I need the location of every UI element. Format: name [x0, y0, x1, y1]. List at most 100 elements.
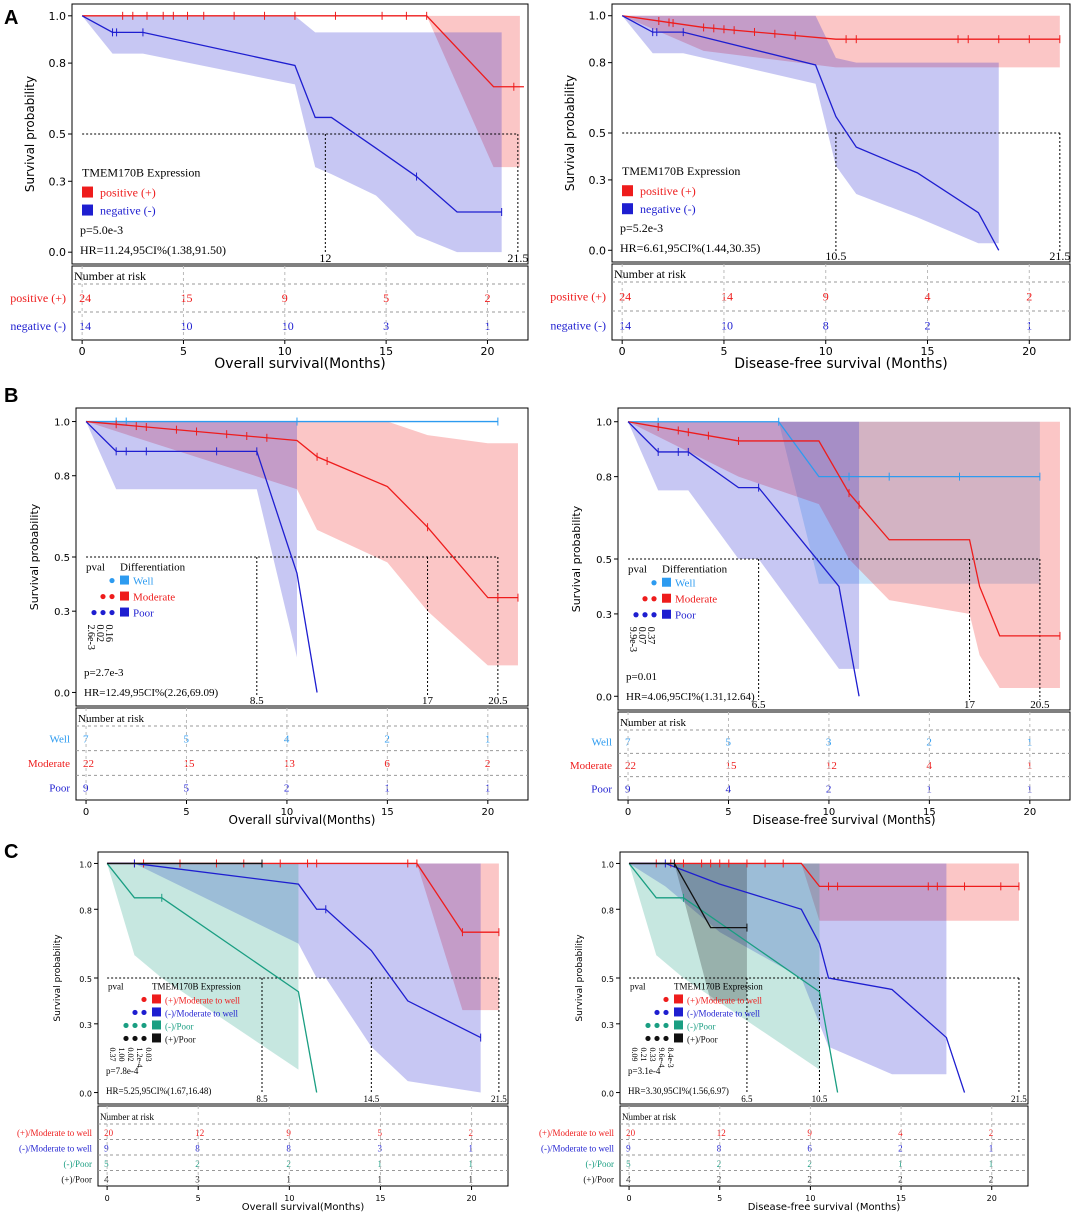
x-tick-label: 0	[105, 1194, 110, 1203]
pval-value-1: 1.00	[117, 1047, 126, 1061]
legend-swatch-2	[120, 607, 129, 617]
legend-swatch-1	[662, 593, 671, 603]
ci-band-2	[107, 863, 299, 1070]
legend-dot	[141, 996, 147, 1003]
y-tick-label: 0.8	[589, 57, 607, 70]
risk-row-label-0: (+)/Moderate to well	[17, 1128, 93, 1138]
legend-label-2: Poor	[133, 608, 154, 620]
legend-dot	[663, 1022, 669, 1029]
median-label: 10.5	[812, 1094, 828, 1104]
y-tick-label: 1.0	[601, 860, 614, 869]
x-tick-label: 5	[183, 807, 189, 818]
risk-row-label-0: Well	[592, 737, 613, 749]
risk-row-label-0: Well	[50, 733, 71, 745]
risk-table-frame	[617, 711, 1071, 801]
legend-dot	[663, 996, 669, 1003]
legend-label-2: (-)/Poor	[687, 1021, 716, 1031]
risk-count: 1	[377, 1174, 382, 1184]
risk-count: 20	[626, 1128, 636, 1138]
median-label: 8.5	[250, 695, 264, 707]
x-tick-label: 20	[466, 1194, 476, 1203]
legend-dot	[123, 1035, 129, 1042]
risk-count: 10	[180, 319, 192, 333]
median-label: 10.5	[825, 249, 846, 263]
risk-count: 1	[469, 1159, 474, 1169]
ci-band-2	[628, 421, 860, 669]
x-axis-title: Disease-free survival (Months)	[734, 356, 948, 372]
pval-value-2: 0.02	[126, 1047, 135, 1061]
y-tick-label: 0.5	[54, 553, 70, 564]
median-label: 14.5	[363, 1094, 379, 1104]
x-axis-title: Overall survival(Months)	[214, 356, 385, 372]
legend-swatch-2	[152, 1020, 161, 1030]
risk-count: 15	[183, 758, 195, 770]
legend-label-1: (-)/Moderate to well	[687, 1008, 760, 1018]
ci-band-1	[629, 863, 947, 1075]
survival-curve-1	[107, 862, 481, 1039]
risk-count: 2	[826, 783, 832, 795]
hazard-ratio-text: HR=5.25,95CI%(1.67,16.48)	[106, 1086, 211, 1096]
ci-band-0	[82, 15, 520, 168]
pval-value-4: 8.4e-3	[666, 1047, 675, 1067]
legend-swatch-3	[152, 1033, 161, 1043]
legend-label-1: Moderate	[675, 594, 717, 606]
pval-value-1: 0.07	[636, 627, 647, 645]
y-tick-label: 0.3	[596, 610, 612, 621]
legend-dot	[100, 609, 106, 616]
median-label: 20.5	[488, 695, 508, 707]
survival-curve-1	[81, 15, 502, 213]
legend-swatch-0	[674, 994, 683, 1004]
risk-count: 10	[282, 319, 294, 333]
pval-value-2: 0.16	[103, 625, 114, 643]
risk-row-label-2: (-)/Poor	[586, 1159, 615, 1169]
y-tick-label: 0.0	[79, 1090, 92, 1099]
survival-curve-3	[629, 862, 747, 929]
legend-dot	[132, 1035, 138, 1042]
x-tick-label: 15	[379, 345, 393, 358]
median-label: 8.5	[256, 1094, 268, 1104]
legend-label-1: (-)/Moderate to well	[165, 1008, 238, 1018]
legend-label-0: (+)/Moderate to well	[165, 995, 241, 1005]
legend-dot	[642, 596, 648, 602]
risk-row-label-2: Poor	[591, 783, 612, 795]
x-tick-label: 15	[896, 1194, 906, 1203]
risk-count: 1	[469, 1174, 474, 1184]
x-tick-label: 20	[1022, 345, 1036, 358]
y-tick-label: 0.0	[589, 244, 607, 257]
legend-swatch-0	[622, 185, 633, 197]
x-tick-label: 20	[987, 1194, 997, 1203]
pval-matrix-label: pval	[108, 981, 124, 991]
risk-count: 12	[826, 760, 837, 772]
legend-dot	[633, 612, 639, 618]
y-tick-label: 0.5	[589, 127, 607, 140]
legend-dot	[642, 612, 648, 618]
legend-swatch-0	[120, 575, 129, 585]
legend-dot	[654, 1035, 660, 1042]
y-axis-title: Survival probability	[23, 76, 37, 192]
pval-matrix-label: pval	[628, 564, 647, 576]
legend-label-1: negative (-)	[100, 204, 156, 218]
ci-band-1	[107, 863, 481, 1093]
pval-matrix-label: pval	[630, 981, 646, 991]
ci-band-0	[107, 863, 499, 1011]
y-axis-title: Survival probability	[28, 503, 41, 610]
km-chart-b-os: 0.0 0.3 0.5 0.8 1.0 Survival probability 8.5 17…	[28, 407, 529, 827]
y-axis-title: Survival probability	[570, 505, 583, 612]
x-tick-label: 15	[381, 807, 394, 818]
y-tick-label: 0.3	[54, 607, 70, 618]
legend-dot	[91, 609, 97, 616]
x-tick-label: 0	[627, 1194, 632, 1203]
risk-row-label-1: negative (-)	[10, 319, 66, 333]
legend-dot	[109, 577, 115, 584]
ci-band-2	[629, 863, 820, 1070]
hazard-ratio-text: HR=4.06,95CI%(1.31,12.64)	[626, 691, 755, 703]
legend-dot	[100, 593, 106, 600]
y-tick-label: 0.3	[49, 175, 67, 188]
legend-dot	[109, 593, 115, 600]
risk-row-label-2: Poor	[49, 783, 70, 795]
risk-count: 24	[79, 291, 91, 305]
panel-letter-b: B	[4, 385, 18, 407]
ci-band-1	[622, 15, 999, 244]
pval-value-0: 9.9e-3	[627, 627, 638, 652]
